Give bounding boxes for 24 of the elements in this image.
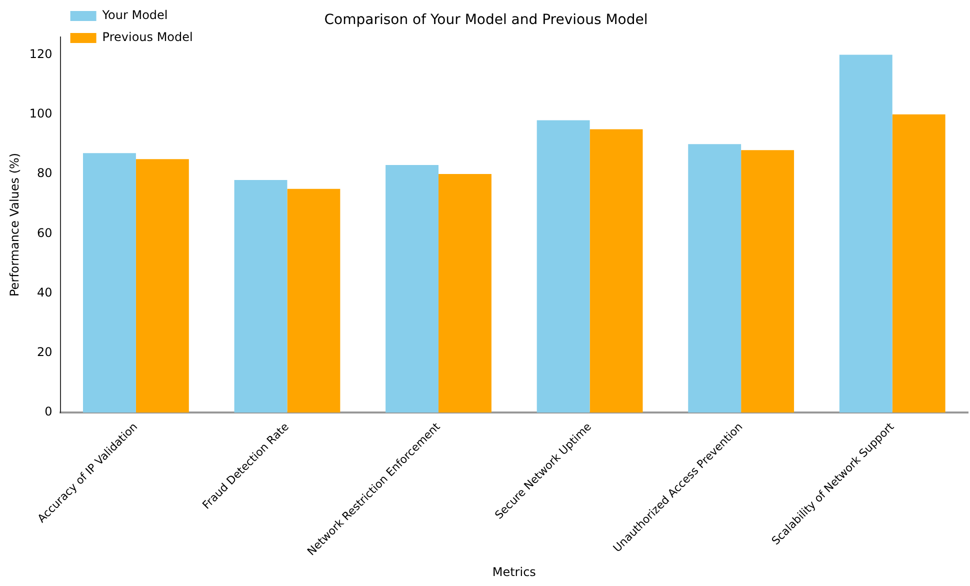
bar <box>82 153 136 413</box>
y-tick-label: 20 <box>37 345 52 360</box>
x-axis-title: Metrics <box>492 564 536 579</box>
y-tick-label: 100 <box>29 106 52 120</box>
bar <box>438 174 492 413</box>
legend-label: Your Model <box>101 8 168 22</box>
bar <box>688 144 742 413</box>
y-tick-label: 60 <box>37 226 52 240</box>
y-tick-label: 40 <box>37 285 52 300</box>
chart-title: Comparison of Your Model and Previous Model <box>324 12 648 28</box>
bar <box>892 114 946 413</box>
bar <box>234 180 288 413</box>
y-tick-label: 120 <box>29 46 52 61</box>
y-tick-label: 80 <box>37 166 52 180</box>
bar <box>287 188 340 413</box>
y-tick-label: 0 <box>44 404 52 419</box>
bar <box>136 159 189 413</box>
bar <box>386 165 439 413</box>
y-axis-title: Performance Values (%) <box>7 152 22 297</box>
bar <box>536 120 590 413</box>
bar <box>741 150 794 413</box>
bar <box>590 129 643 413</box>
bar <box>839 54 892 413</box>
legend-label: Previous Model <box>102 30 193 44</box>
